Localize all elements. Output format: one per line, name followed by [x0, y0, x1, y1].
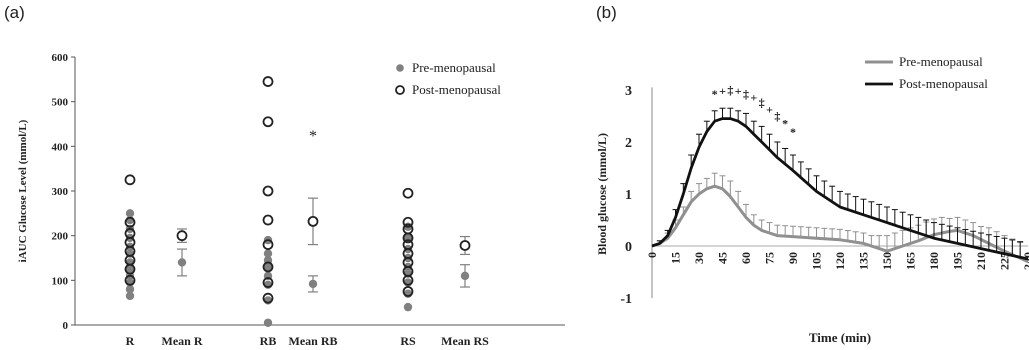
post-menopausal-point: [402, 187, 414, 199]
pre-menopausal-mean-point: [460, 271, 470, 281]
significance-marker: ‡: [759, 96, 765, 110]
chart-a: 0 100 200 300 400 500 600 iAUC Glucose Level (m…: [17, 52, 565, 348]
post-menopausal-point: [262, 214, 274, 226]
post-menopausal-point: [124, 216, 136, 228]
significance-marker: +: [735, 84, 742, 98]
y-tick-label: 1: [625, 188, 632, 203]
y-tick-label: 3: [625, 84, 632, 99]
y-tick-label: 500: [52, 97, 69, 109]
x-tick-label: 90: [786, 252, 800, 264]
significance-marker: ‡: [743, 87, 749, 101]
x-category-label: Mean RS: [441, 334, 489, 348]
pre-menopausal-mean-point: [308, 279, 318, 289]
x-category-label: Mean R: [162, 334, 203, 348]
x-tick-label: 180: [927, 252, 941, 270]
legend-pre-label: Pre-menopausal: [899, 54, 983, 69]
post-menopausal-point: [262, 116, 274, 128]
pre-menopausal-point: [125, 209, 135, 218]
significance-marker: *: [712, 87, 718, 101]
x-tick-label: 165: [904, 252, 918, 270]
y-tick-label: 2: [625, 136, 632, 151]
y-tick-label: 0: [625, 240, 632, 255]
x-tick-label: 225: [998, 252, 1012, 270]
significance-marker: ‡: [774, 109, 780, 123]
post-menopausal-point: [402, 239, 414, 251]
y-axis-title: Blood glucose (mmol/L): [595, 133, 609, 255]
y-tick-label: -1: [620, 292, 632, 307]
post-menopausal-mean-point: [307, 215, 319, 227]
legend-pre-label: Pre-menopausal: [412, 60, 496, 75]
significance-marker: +: [750, 90, 757, 104]
significance-marker: +: [766, 102, 773, 116]
post-menopausal-point: [402, 216, 414, 228]
x-tick-label: 195: [951, 252, 965, 270]
pre-menopausal-mean-point: [177, 258, 187, 267]
x-category-label: Mean RB: [289, 334, 338, 348]
post-menopausal-point: [262, 185, 274, 197]
post-menopausal-point: [262, 277, 274, 288]
x-tick-label: 210: [974, 252, 988, 270]
significance-asterisk: *: [309, 128, 317, 145]
pre-menopausal-point: [263, 249, 273, 258]
y-tick-label: 600: [52, 52, 69, 64]
y-axis-title: iAUC Glucose Level (mmol/L): [17, 119, 29, 262]
pre-menopausal-point: [125, 264, 135, 274]
pre-menopausal-point: [263, 318, 273, 327]
post-menopausal-point: [262, 261, 274, 273]
post-menopausal-point: [124, 174, 136, 186]
post-menopausal-point: [402, 286, 414, 297]
post-menopausal-line: [651, 117, 1029, 261]
x-tick-label: 135: [857, 252, 871, 270]
x-tick-label: 75: [763, 252, 777, 264]
significance-marker: *: [782, 116, 788, 130]
x-tick-label: 150: [880, 252, 894, 270]
post-menopausal-point: [262, 292, 274, 304]
y-tick-label: 100: [52, 275, 69, 287]
x-category-label: RS: [400, 334, 416, 348]
x-tick-label: 30: [692, 252, 706, 264]
pre-menopausal-point: [403, 302, 413, 312]
x-category-label: R: [126, 334, 135, 348]
post-menopausal-mean-point: [459, 240, 471, 251]
y-tick-label: 200: [52, 231, 69, 243]
legend-post-label: Post-menopausal: [412, 82, 501, 97]
significance-marker: +: [719, 84, 726, 98]
pre-menopausal-line: [651, 184, 1029, 263]
post-menopausal-mean-point: [176, 230, 188, 242]
x-category-label: RB: [260, 334, 277, 348]
legend-post-label: Post-menopausal: [899, 76, 988, 91]
pre-menopausal-point: [125, 291, 135, 301]
post-menopausal-point: [124, 274, 136, 286]
panel-a-label: (a): [4, 3, 25, 22]
post-menopausal-point: [262, 239, 274, 251]
significance-marker: ‡: [727, 83, 733, 97]
x-tick-label: 120: [833, 252, 847, 270]
x-tick-label: 45: [716, 252, 730, 264]
post-menopausal-point: [262, 76, 274, 87]
significance-marker: *: [790, 125, 796, 139]
legend-post-marker: [395, 85, 405, 95]
y-tick-label: 400: [52, 141, 69, 153]
y-tick-label: 0: [63, 320, 69, 332]
x-tick-label: 15: [669, 252, 683, 264]
chart-b: -1 0 1 2 3 Blood glucose (mmol/L) 0 15 30 45 60 75 9…: [595, 54, 1029, 345]
post-menopausal-point: [402, 223, 414, 235]
x-tick-label: 105: [810, 252, 824, 270]
panel-b-label: (b): [596, 3, 617, 22]
pre-menopausal-point: [125, 285, 135, 294]
post-menopausal-point: [124, 228, 136, 239]
pre-menopausal-point: [263, 262, 273, 272]
y-tick-label: 300: [52, 186, 69, 198]
x-tick-label: 60: [739, 252, 753, 264]
x-tick-label: 0: [645, 252, 659, 258]
legend-pre-marker: [396, 64, 404, 72]
x-axis-title: Time (min): [809, 330, 871, 345]
